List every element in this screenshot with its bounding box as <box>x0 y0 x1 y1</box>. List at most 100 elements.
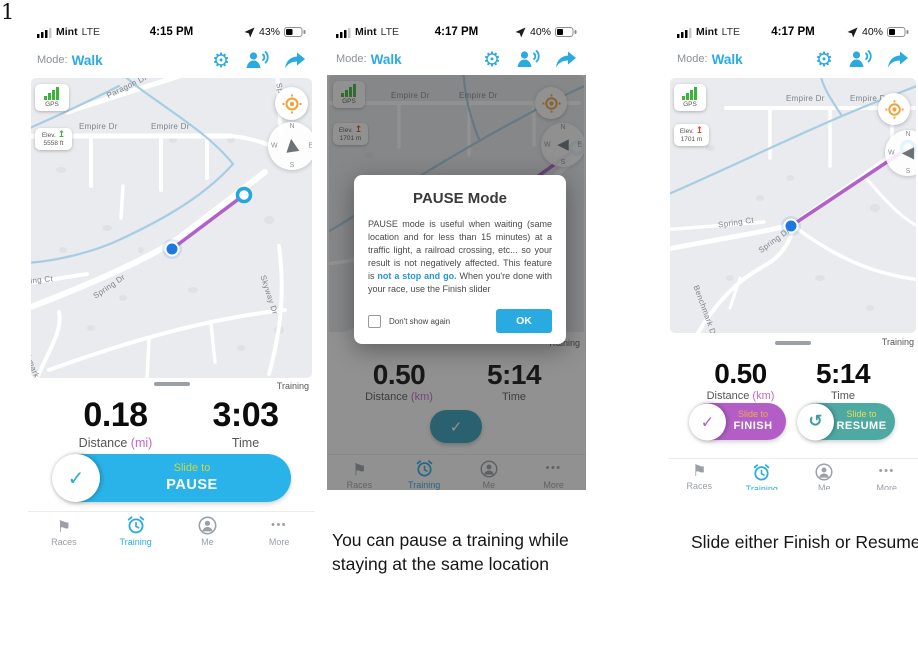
target-icon <box>884 99 904 119</box>
mode-label: Mode: <box>37 54 68 66</box>
more-dots-icon: ••• <box>271 519 288 532</box>
tab-training[interactable]: Training <box>734 463 790 490</box>
phone-screenshot-pause-dialog: Mint LTE 4:17 PM 40% Mode: Walk ⚙ <box>327 21 586 490</box>
location-arrow-icon <box>515 27 526 37</box>
tab-more[interactable]: ••• More <box>251 516 307 548</box>
mode-value[interactable]: Walk <box>711 51 743 67</box>
finish-slider-handle[interactable]: ✓ <box>689 403 726 440</box>
tab-training[interactable]: Training <box>108 516 164 548</box>
battery-icon <box>887 27 909 37</box>
tab-me[interactable]: Me <box>796 463 852 490</box>
map-view[interactable]: Empire Dr Empire Dr Spring Ct Spring Dr … <box>670 78 916 333</box>
status-bar: Mint LTE 4:15 PM 43% <box>28 21 315 43</box>
audio-coach-icon[interactable] <box>245 50 269 70</box>
time-value: 5:14 <box>815 358 871 389</box>
more-dots-icon: ••• <box>878 465 895 477</box>
gps-signal-badge: GPS <box>674 84 706 111</box>
tab-races[interactable]: ⚑ Races <box>686 461 712 491</box>
mode-value[interactable]: Walk <box>71 52 103 68</box>
elevation-label: Elev. ↥ <box>41 130 66 140</box>
distance-label: Distance (mi) <box>78 435 153 450</box>
share-icon[interactable] <box>887 50 909 68</box>
phone-screenshot-active-training: Mint LTE 4:15 PM 43% Mode: Walk ⚙ <box>28 21 315 548</box>
compass-control[interactable]: N E S W ▲ <box>268 122 312 170</box>
tab-races[interactable]: ⚑ Races <box>51 517 77 548</box>
elevation-value: 5558 ft <box>43 140 64 147</box>
compass-south-label: S <box>289 162 295 169</box>
time-label: Time <box>231 435 260 450</box>
distance-unit: (mi) <box>130 435 153 450</box>
cellular-signal-icon <box>37 27 52 38</box>
elevation-up-icon: ↥ <box>57 130 66 140</box>
slider-prefix: Slide to <box>846 409 877 419</box>
dialog-body: PAUSE mode is useful when waiting (same … <box>368 219 553 295</box>
slider-action: RESUME <box>836 420 887 433</box>
distance-value: 0.18 <box>83 396 148 434</box>
distance-unit: (km) <box>752 390 775 403</box>
compass-control[interactable]: N E S W ◀ <box>885 130 916 176</box>
time-stat: 3:03 Time <box>183 396 308 450</box>
settings-gear-icon[interactable]: ⚙ <box>483 47 501 71</box>
battery-icon <box>284 27 306 37</box>
battery-icon <box>555 27 577 37</box>
map-view[interactable]: Paragon Dr Spring Dr Empire Dr Empire Dr… <box>31 78 312 378</box>
gps-label: GPS <box>683 101 697 108</box>
app-header: Mode: Walk ⚙ <box>668 43 918 75</box>
sheet-drag-handle[interactable] <box>775 341 811 345</box>
slide-to-pause-slider[interactable]: ✓ Slide to PAUSE <box>52 454 291 502</box>
alarm-clock-icon <box>752 463 771 482</box>
mode-value[interactable]: Walk <box>370 51 402 67</box>
locate-me-button[interactable] <box>878 93 910 125</box>
share-icon[interactable] <box>284 51 306 69</box>
settings-gear-icon[interactable]: ⚙ <box>212 48 230 72</box>
share-icon[interactable] <box>555 50 577 68</box>
session-type-label: Training <box>276 381 309 391</box>
distance-stat: 0.18 Distance (mi) <box>48 396 183 450</box>
audio-coach-icon[interactable] <box>516 49 540 69</box>
caption-finish-resume: Slide either Finish or Resume <box>691 532 918 552</box>
slider-prefix: Slide to <box>173 462 211 475</box>
dialog-emphasis-text: not a stop and go. <box>377 271 457 282</box>
compass-north-label: N <box>905 131 911 138</box>
app-header: Mode: Walk ⚙ <box>28 44 315 76</box>
slide-to-resume-slider[interactable]: ↺ Slide to RESUME <box>797 403 895 440</box>
locate-me-button[interactable] <box>275 87 308 120</box>
slide-to-finish-slider[interactable]: ✓ Slide to FINISH <box>689 403 786 440</box>
route-track <box>162 186 253 259</box>
network-type: LTE <box>81 26 101 38</box>
compass-west-label: W <box>888 149 895 157</box>
carrier-name: Mint <box>56 26 78 38</box>
tab-me[interactable]: Me <box>179 516 235 548</box>
resume-slider-handle[interactable]: ↺ <box>797 403 834 440</box>
dont-show-again-checkbox[interactable] <box>368 314 381 328</box>
audio-coach-icon[interactable] <box>848 49 872 69</box>
street-label: Empire Dr <box>786 94 825 103</box>
compass-east-label: E <box>308 142 312 150</box>
battery-percentage: 40% <box>861 26 883 38</box>
person-icon <box>198 516 217 535</box>
ok-button[interactable]: OK <box>496 309 552 334</box>
status-bar: Mint LTE 4:17 PM 40% <box>327 21 586 43</box>
dialog-title: PAUSE Mode <box>413 190 507 207</box>
slider-action: PAUSE <box>166 476 218 493</box>
distance-stat: 0.50 Distance (km) <box>678 358 803 403</box>
distance-value: 0.50 <box>714 358 767 389</box>
network-type: LTE <box>721 26 741 38</box>
tab-more[interactable]: ••• More <box>876 465 897 490</box>
mode-label: Mode: <box>677 53 708 65</box>
sheet-drag-handle[interactable] <box>153 382 190 386</box>
check-icon: ✓ <box>700 412 715 431</box>
history-clock-icon: ↺ <box>808 411 823 432</box>
settings-gear-icon[interactable]: ⚙ <box>815 47 833 71</box>
compass-needle-icon: ▲ <box>284 134 300 156</box>
cellular-signal-icon <box>336 27 351 38</box>
mode-label: Mode: <box>336 53 367 65</box>
target-icon <box>282 94 301 113</box>
gps-signal-badge: GPS <box>35 84 69 111</box>
flag-icon: ⚑ <box>692 461 707 480</box>
slider-prefix: Slide to <box>737 409 769 419</box>
pause-slider-handle[interactable]: ✓ <box>52 454 100 502</box>
training-bottom-sheet: Training 0.18 Distance (mi) 3:03 Time ✓ … <box>28 378 315 548</box>
time-value: 3:03 <box>212 396 279 434</box>
